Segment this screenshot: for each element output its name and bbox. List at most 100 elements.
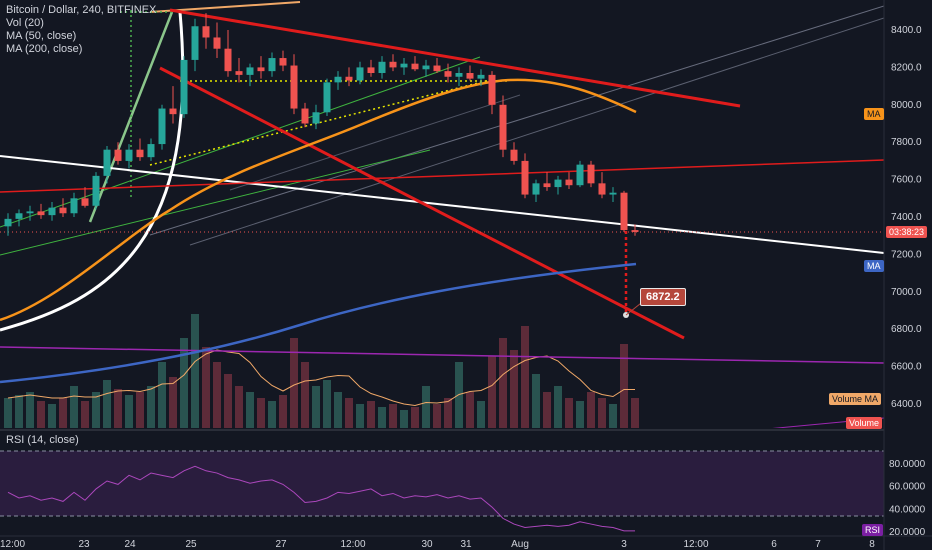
candle-body <box>422 65 430 70</box>
price-tick: 8000.0 <box>891 100 922 111</box>
price-tick: 6800.0 <box>891 324 922 335</box>
time-tick: 30 <box>421 539 433 550</box>
candle-body <box>26 211 34 214</box>
candle-body <box>202 26 210 38</box>
ma50-indicator-label[interactable]: MA (50, close) <box>6 30 77 42</box>
symbol-title[interactable]: Bitcoin / Dollar, 240, BITFINEX <box>6 4 157 16</box>
candle-body <box>477 74 485 79</box>
candle-body <box>444 71 452 77</box>
volume-bar <box>301 362 309 428</box>
rsi-axis[interactable]: 80.0000 60.0000 40.0000 20.0000 <box>889 459 926 538</box>
time-tick: 7 <box>815 539 821 550</box>
candle-body <box>521 160 529 195</box>
rsi-indicator-label[interactable]: RSI (14, close) <box>6 434 79 446</box>
time-tick: 3 <box>621 539 627 550</box>
volume-bar <box>257 398 265 428</box>
candle-body <box>378 61 386 74</box>
volume-bar <box>202 347 210 428</box>
volume-bar <box>488 356 496 428</box>
volume-bar <box>521 326 529 428</box>
volume-tag: Volume <box>846 417 883 429</box>
candle-body <box>334 76 342 83</box>
volume-bar <box>609 404 617 428</box>
candle-body <box>312 112 320 124</box>
time-tick: 12:00 <box>0 539 25 550</box>
volume-bar <box>587 392 595 428</box>
time-tick: 27 <box>275 539 287 550</box>
volume-bar <box>213 362 221 428</box>
candle-body <box>532 183 540 195</box>
volume-bar <box>510 350 518 428</box>
price-tick: 6400.0 <box>891 399 922 410</box>
volume-bar <box>279 395 287 428</box>
volume-bar <box>70 386 78 428</box>
volume-bar <box>180 338 188 428</box>
rsi-tick: 20.0000 <box>889 527 926 538</box>
candles <box>4 13 639 236</box>
time-tick: 31 <box>460 539 472 550</box>
price-tick: 7200.0 <box>891 249 922 260</box>
volume-bar <box>37 401 45 428</box>
volume-bar <box>422 386 430 428</box>
price-tick: 6600.0 <box>891 362 922 373</box>
volume-bar <box>81 401 89 428</box>
volume-bar <box>125 395 133 428</box>
time-axis[interactable]: 12:00 23 24 25 27 12:00 30 31 Aug 3 12:00 6 7 8 <box>0 539 875 550</box>
volume-bar <box>158 362 166 428</box>
volume-bar <box>114 389 122 428</box>
candle-body <box>4 218 12 227</box>
candle-body <box>598 183 606 195</box>
candle-body <box>136 149 144 158</box>
volume-bar <box>565 398 573 428</box>
candle-body <box>576 164 584 186</box>
price-tick: 7400.0 <box>891 212 922 223</box>
candle-body <box>147 144 155 158</box>
candle-body <box>455 73 463 77</box>
volume-bar <box>59 398 67 428</box>
time-tick: 24 <box>124 539 136 550</box>
candle-body <box>70 198 78 214</box>
volume-bar <box>400 410 408 428</box>
candle-body <box>554 179 562 188</box>
target-price-label: 6872.2 <box>640 288 686 306</box>
volume-bar <box>169 377 177 428</box>
candle-body <box>411 63 419 70</box>
candle-body <box>620 192 628 231</box>
candle-body <box>169 108 177 115</box>
volume-bars <box>4 314 639 428</box>
candle-body <box>125 149 133 161</box>
candle-body <box>488 74 496 105</box>
candle-body <box>565 179 573 186</box>
candle-body <box>92 175 100 206</box>
rsi-tick: 40.0000 <box>889 504 926 515</box>
candle-body <box>48 207 56 216</box>
volume-bar <box>246 392 254 428</box>
volume-bar <box>191 314 199 428</box>
candle-body <box>81 198 89 206</box>
volume-bar <box>290 338 298 428</box>
volume-bar <box>147 386 155 428</box>
candle-body <box>609 192 617 195</box>
candle-body <box>180 59 188 115</box>
volume-bar <box>235 386 243 428</box>
volume-bar <box>26 392 34 428</box>
price-tick: 8200.0 <box>891 62 922 73</box>
candle-body <box>224 48 232 72</box>
candle-body <box>367 67 375 74</box>
volume-ma-tag: Volume MA <box>829 393 882 405</box>
rsi-band <box>0 451 884 516</box>
candle-body <box>543 183 551 188</box>
ma200-indicator-label[interactable]: MA (200, close) <box>6 43 83 55</box>
candle-body <box>389 61 397 68</box>
candle-body <box>15 213 23 219</box>
vol-indicator-label[interactable]: Vol (20) <box>6 17 44 29</box>
volume-bar <box>466 392 474 428</box>
candle-body <box>631 230 639 232</box>
price-axis[interactable]: 8400.0 8200.0 8000.0 7800.0 7600.0 7400.0 7200… <box>891 25 922 410</box>
candle-body <box>510 149 518 161</box>
candle-body <box>301 108 309 124</box>
time-tick: 23 <box>78 539 90 550</box>
candle-body <box>103 149 111 176</box>
candle-body <box>356 67 364 81</box>
